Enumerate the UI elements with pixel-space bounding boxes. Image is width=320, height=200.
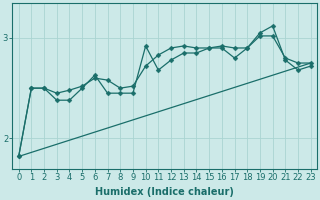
X-axis label: Humidex (Indice chaleur): Humidex (Indice chaleur)	[95, 187, 234, 197]
